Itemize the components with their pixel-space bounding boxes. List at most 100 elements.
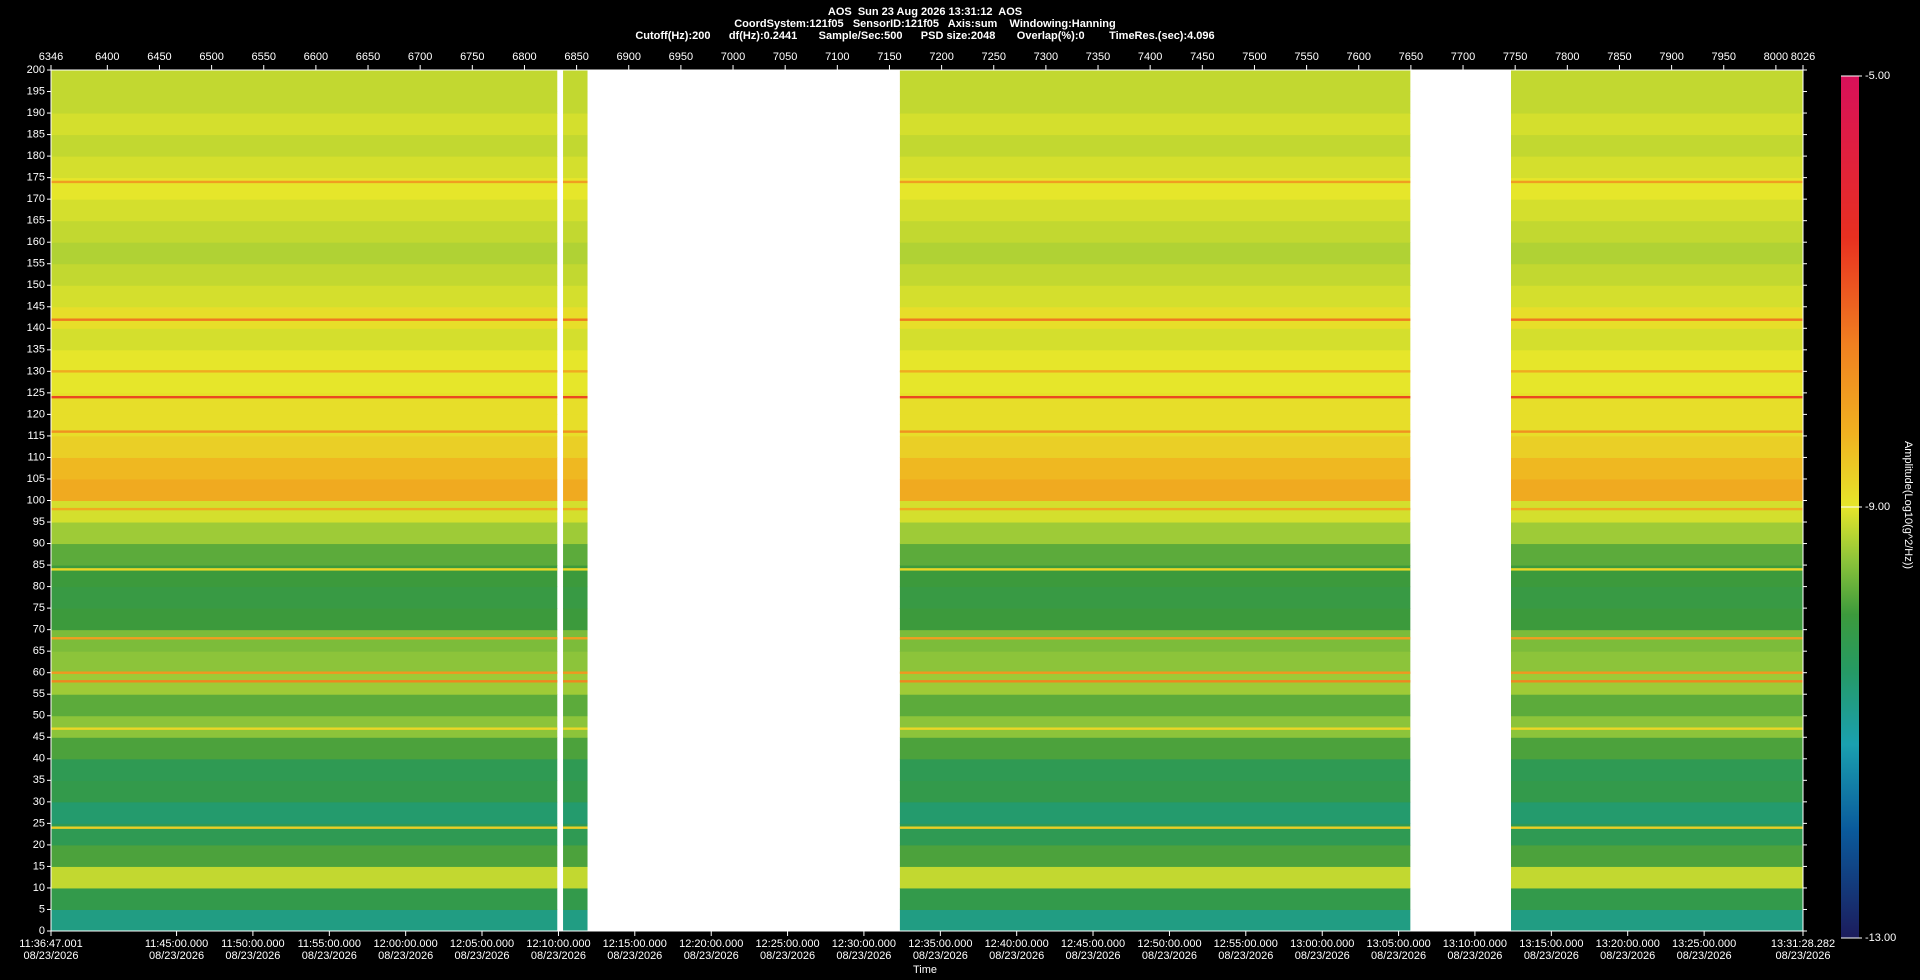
time-tick-label: 12:15:00.000	[603, 938, 667, 950]
heatmap-cell	[51, 91, 558, 114]
heatmap-cell	[563, 672, 588, 695]
x-tick-label: 7800	[1555, 51, 1579, 63]
time-tick-label: 13:10:00.000	[1443, 938, 1507, 950]
heatmap-cell	[563, 909, 588, 932]
heatmap-cell	[899, 177, 1411, 200]
tonal-line	[899, 727, 1411, 730]
x-tick-label: 6600	[304, 51, 328, 63]
heatmap-cell	[899, 715, 1411, 738]
x-tick-label: 8000	[1764, 51, 1788, 63]
heatmap-cell	[1511, 70, 1804, 93]
y-tick-label: 25	[33, 817, 45, 829]
heatmap-cell	[899, 199, 1411, 222]
y-tick-label: 50	[33, 710, 45, 722]
heatmap-cell	[51, 844, 558, 867]
colorbar-tick-label: -9.00	[1865, 501, 1890, 513]
tonal-line	[899, 826, 1411, 829]
heatmap-cell	[51, 177, 558, 200]
heatmap-cell	[563, 823, 588, 846]
heatmap-cell	[51, 715, 558, 738]
heatmap-cell	[51, 457, 558, 480]
y-tick-label: 10	[33, 882, 45, 894]
x-tick-label: 7550	[1294, 51, 1318, 63]
heatmap-cell	[51, 543, 558, 566]
heatmap-cell	[899, 543, 1411, 566]
tonal-line	[899, 671, 1411, 674]
x-tick-label: 6450	[147, 51, 171, 63]
y-tick-label: 200	[27, 64, 45, 76]
time-tick-date: 08/23/2026	[378, 950, 433, 962]
time-tick-label: 12:45:00.000	[1061, 938, 1125, 950]
heatmap-cell	[1511, 328, 1804, 351]
tonal-line	[51, 430, 558, 433]
tonal-line	[1511, 727, 1804, 730]
time-tick-date: 08/23/2026	[454, 950, 509, 962]
y-tick-label: 125	[27, 387, 45, 399]
heatmap-cell	[51, 565, 558, 588]
x-axis-label: Time	[913, 964, 937, 976]
heatmap-cell	[899, 285, 1411, 308]
heatmap-cell	[563, 156, 588, 179]
y-tick-label: 45	[33, 731, 45, 743]
y-tick-label: 85	[33, 559, 45, 571]
x-tick-label: 6400	[95, 51, 119, 63]
heatmap-cell	[1511, 758, 1804, 781]
heatmap-cell	[1511, 349, 1804, 372]
y-tick-label: 0	[39, 925, 45, 937]
heatmap-cell	[51, 113, 558, 136]
heatmap-cell	[1511, 823, 1804, 846]
heatmap-cell	[899, 328, 1411, 351]
heatmap-cell	[563, 285, 588, 308]
heatmap-cell	[1511, 608, 1804, 631]
heatmap-cell	[51, 737, 558, 760]
y-tick-label: 195	[27, 85, 45, 97]
x-tick-label: 7350	[1086, 51, 1110, 63]
heatmap-cell	[1511, 866, 1804, 889]
heatmap-cell	[899, 823, 1411, 846]
x-tick-label: 7300	[1034, 51, 1058, 63]
tonal-line	[51, 727, 558, 730]
x-tick-label: 6700	[408, 51, 432, 63]
time-tick-date: 08/23/2026	[1371, 950, 1426, 962]
tonal-line	[563, 507, 588, 511]
tonal-line	[899, 680, 1411, 683]
time-tick-date: 08/23/2026	[1524, 950, 1579, 962]
heatmap-cell	[1511, 457, 1804, 480]
y-tick-label: 35	[33, 774, 45, 786]
heatmap-cell	[1511, 263, 1804, 286]
heatmap-cell	[899, 414, 1411, 437]
heatmap-cell	[899, 780, 1411, 803]
heatmap-cell	[1511, 909, 1804, 932]
heatmap-cell	[563, 586, 588, 609]
tonal-line	[51, 568, 558, 571]
y-tick-label: 105	[27, 473, 45, 485]
tonal-line	[1511, 370, 1804, 373]
x-tick-label: 6850	[564, 51, 588, 63]
time-tick-label: 12:10:00.000	[526, 938, 590, 950]
tonal-line	[563, 637, 588, 640]
time-tick-label: 11:45:00.000	[145, 938, 208, 950]
tonal-line	[563, 395, 588, 399]
heatmap-cell	[563, 866, 588, 889]
x-tick-label: 7000	[721, 51, 745, 63]
y-tick-label: 135	[27, 344, 45, 356]
y-tick-label: 5	[39, 903, 45, 915]
heatmap-cell	[51, 909, 558, 932]
x-tick-label: 6500	[199, 51, 223, 63]
heatmap-cell	[899, 478, 1411, 501]
heatmap-cell	[563, 242, 588, 265]
heatmap-cell	[899, 70, 1411, 93]
tonal-line	[1511, 826, 1804, 829]
time-tick-date: 08/23/2026	[1447, 950, 1502, 962]
y-tick-label: 40	[33, 753, 45, 765]
heatmap-cell	[899, 242, 1411, 265]
heatmap-cell	[563, 608, 588, 631]
y-tick-label: 160	[27, 236, 45, 248]
time-tick-label: 12:30:00.000	[832, 938, 896, 950]
heatmap-cell	[563, 177, 588, 200]
x-tick-label: 7250	[982, 51, 1006, 63]
heatmap-cell	[1511, 801, 1804, 824]
tonal-line	[563, 671, 588, 674]
heatmap-cell	[1511, 651, 1804, 674]
heatmap-cell	[51, 823, 558, 846]
